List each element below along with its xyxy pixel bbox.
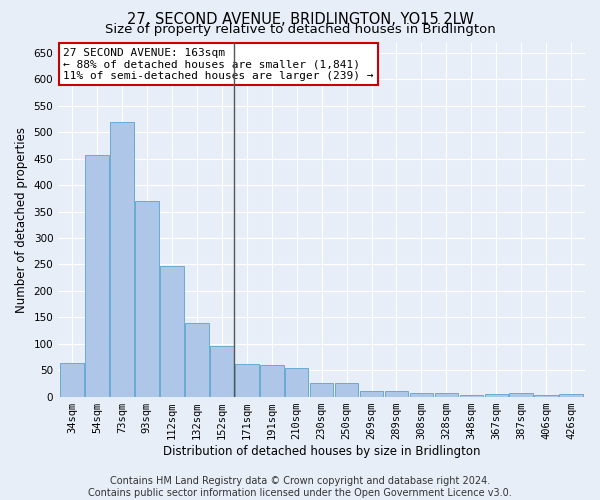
Bar [185, 322, 209, 396]
Bar [260, 365, 284, 396]
Bar [160, 266, 184, 396]
Bar [359, 392, 383, 396]
Y-axis label: Number of detached properties: Number of detached properties [15, 126, 28, 312]
Text: 27 SECOND AVENUE: 163sqm
← 88% of detached houses are smaller (1,841)
11% of sem: 27 SECOND AVENUE: 163sqm ← 88% of detach… [64, 48, 374, 81]
Bar [535, 395, 558, 396]
Bar [135, 201, 158, 396]
Bar [335, 383, 358, 396]
Bar [485, 394, 508, 396]
Text: 27, SECOND AVENUE, BRIDLINGTON, YO15 2LW: 27, SECOND AVENUE, BRIDLINGTON, YO15 2LW [127, 12, 473, 26]
Bar [385, 391, 409, 396]
Bar [110, 122, 134, 396]
X-axis label: Distribution of detached houses by size in Bridlington: Distribution of detached houses by size … [163, 444, 481, 458]
Bar [509, 393, 533, 396]
Text: Contains HM Land Registry data © Crown copyright and database right 2024.
Contai: Contains HM Land Registry data © Crown c… [88, 476, 512, 498]
Bar [210, 346, 233, 397]
Text: Size of property relative to detached houses in Bridlington: Size of property relative to detached ho… [104, 22, 496, 36]
Bar [460, 395, 483, 396]
Bar [559, 394, 583, 396]
Bar [235, 364, 259, 396]
Bar [285, 368, 308, 396]
Bar [434, 393, 458, 396]
Bar [410, 394, 433, 396]
Bar [85, 155, 109, 396]
Bar [310, 383, 334, 396]
Bar [60, 364, 84, 396]
